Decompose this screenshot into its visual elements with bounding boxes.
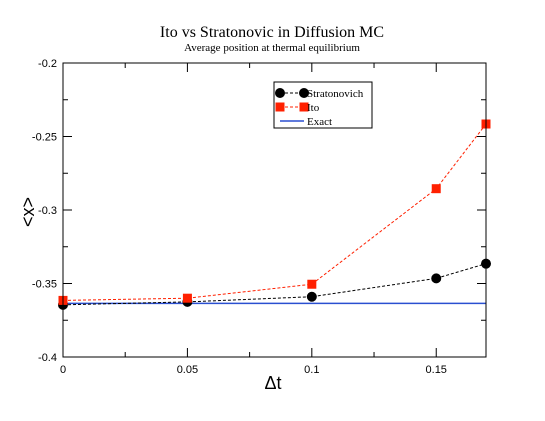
x-tick-label: 0	[60, 364, 66, 376]
legend-marker	[299, 88, 309, 98]
data-point	[431, 184, 441, 194]
legend-marker	[299, 102, 309, 112]
series-line	[62, 263, 487, 306]
x-axis-ticks: 0 0.05 0.1 0.15	[60, 63, 447, 376]
y-axis-ticks: -0.4 -0.35 -0.3 -0.25 -0.2	[32, 58, 486, 364]
legend: Stratonovich Ito Exact	[273, 81, 373, 129]
chart-title: Ito vs Stratonovic in Diffusion MC	[160, 24, 384, 41]
data-point	[182, 293, 192, 303]
y-tick-label: -0.2	[38, 58, 57, 70]
y-tick-label: -0.4	[38, 352, 57, 364]
y-tick-label: -0.3	[38, 205, 57, 217]
x-tick-label: 0.15	[426, 364, 447, 376]
legend-label: Exact	[307, 116, 332, 128]
x-tick-label: 0.1	[304, 364, 319, 376]
y-tick-label: -0.35	[32, 279, 57, 291]
series-ito	[58, 119, 491, 305]
legend-label: Ito	[307, 102, 320, 114]
data-point	[307, 279, 317, 289]
x-tick-label: 0.05	[177, 364, 198, 376]
legend-entry-stratonovich: Stratonovich	[275, 88, 364, 100]
data-point	[306, 291, 317, 302]
legend-label: Stratonovich	[307, 88, 364, 100]
y-tick-label: -0.25	[32, 132, 57, 144]
y-axis-label: <x>	[18, 197, 38, 227]
legend-entry-exact: Exact	[280, 116, 332, 128]
legend-marker	[275, 102, 285, 112]
x-axis-label: Δt	[264, 373, 281, 393]
plot-series	[58, 119, 491, 310]
data-point	[431, 273, 442, 284]
chart-subtitle: Average position at thermal equilibrium	[184, 42, 360, 54]
series-line	[62, 123, 487, 301]
legend-entry-ito: Ito	[275, 102, 320, 114]
legend-marker	[275, 88, 285, 98]
series-stratonovich	[58, 258, 491, 310]
